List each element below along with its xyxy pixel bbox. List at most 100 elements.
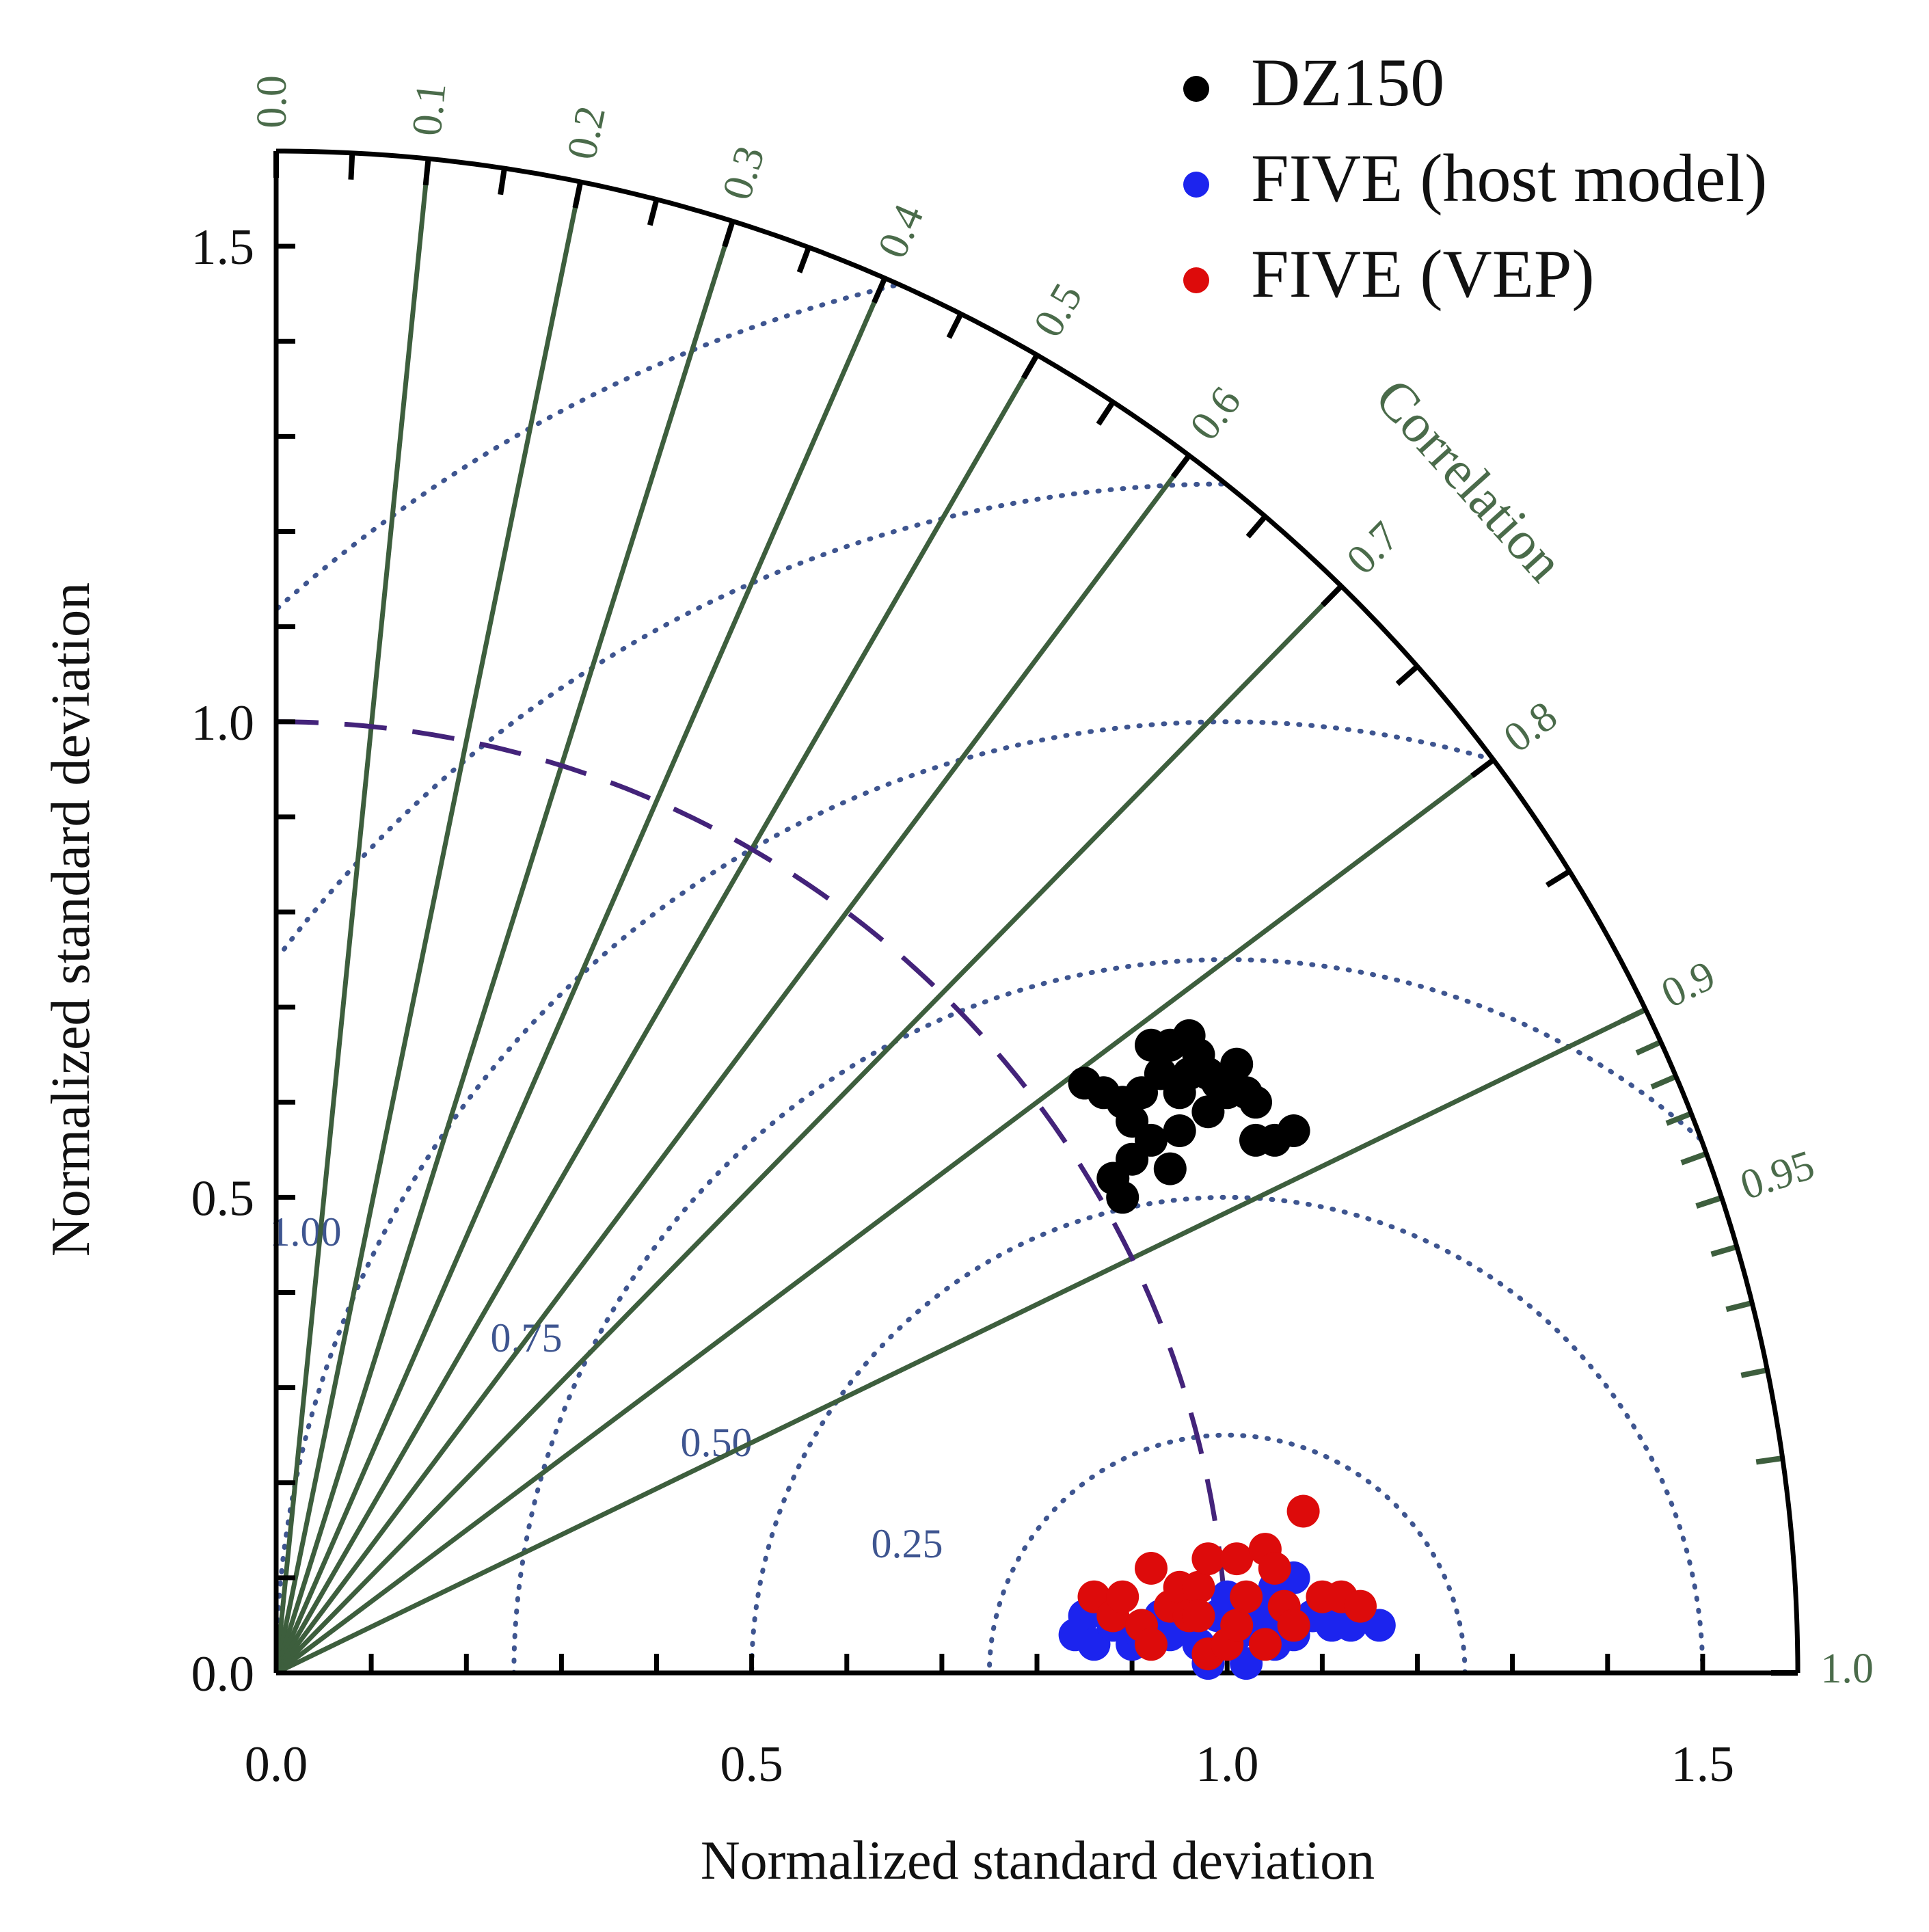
correlation-line	[273, 220, 736, 1674]
correlation-tick-label: 0.1	[403, 81, 455, 138]
data-points	[1058, 1019, 1396, 1680]
correlation-tick	[1755, 1455, 1783, 1465]
rms-contour	[986, 1432, 1468, 1676]
data-point	[1106, 1181, 1139, 1214]
axes: 0.0 0.0 0.5 0.5 1.0 1.0 1.5 1.5	[191, 148, 1800, 1793]
rms-contour	[511, 957, 1703, 1676]
correlation-tick	[722, 220, 736, 247]
data-point	[1135, 1028, 1168, 1062]
correlation-line	[273, 181, 583, 1674]
y-tick-label: 0.0	[191, 1646, 255, 1702]
correlation-tick-label: 0.3	[714, 141, 774, 205]
correlation-tick	[1395, 664, 1420, 686]
data-point	[1220, 1609, 1254, 1642]
correlation-tick	[796, 246, 811, 273]
correlation-tick	[1680, 1151, 1708, 1166]
correlation-tick-label: 0.5	[1025, 276, 1092, 345]
correlation-tick	[572, 181, 584, 209]
legend-label: FIVE (host model)	[1251, 140, 1767, 216]
correlation-tick-label: 0.7	[1338, 513, 1408, 583]
y-axis-title: Normalized standard deviation	[41, 582, 101, 1257]
reference-arc	[276, 719, 1230, 1674]
correlation-tick	[1096, 400, 1116, 426]
data-point	[1106, 1580, 1139, 1613]
correlation-tick-label: 0.0	[249, 75, 295, 129]
correlation-tick	[1695, 1195, 1723, 1209]
correlation-line	[275, 1007, 1647, 1676]
correlation-tick	[872, 277, 888, 304]
data-point	[1135, 1628, 1168, 1661]
correlation-tick	[1021, 353, 1040, 379]
legend-label: FIVE (VEP)	[1251, 236, 1595, 312]
legend: DZ150 FIVE (host model) FIVE (VEP)	[1183, 44, 1767, 312]
legend-marker	[1183, 172, 1209, 198]
correlation-tick	[1740, 1367, 1768, 1378]
axis-labels: Normalized standard deviation Normalized…	[41, 368, 1575, 1891]
correlation-tick	[1635, 1039, 1662, 1056]
data-point	[1163, 1114, 1196, 1147]
legend-marker	[1183, 267, 1209, 293]
correlation-tick	[1545, 868, 1571, 888]
correlation-tick-label: 0.95	[1735, 1142, 1820, 1209]
data-point	[1277, 1609, 1310, 1642]
correlation-tick	[1650, 1073, 1677, 1090]
correlation-tick	[946, 312, 964, 339]
legend-label: DZ150	[1251, 44, 1444, 120]
data-point	[1182, 1570, 1215, 1604]
correlation-tick	[1170, 453, 1191, 479]
correlation-tick-label: 0.8	[1496, 693, 1566, 762]
y-tick-label: 0.5	[191, 1170, 255, 1226]
x-tick-label: 0.5	[720, 1736, 783, 1793]
correlation-line	[274, 757, 1495, 1675]
data-point	[1191, 1542, 1225, 1576]
correlation-line	[273, 158, 431, 1674]
correlation-tick	[1620, 1007, 1647, 1024]
correlation-tick-label: 0.2	[558, 102, 615, 163]
correlation-lines: 0.0 0.1 0.2 0.3 0.4 0.5 0.6 0.7 0.8 0.9 0.95 1.0	[249, 75, 1874, 1692]
correlation-tick	[1665, 1111, 1692, 1126]
rms-label: 1.00	[270, 1209, 342, 1255]
data-point	[1230, 1580, 1263, 1613]
data-point	[1220, 1542, 1254, 1576]
rms-contour	[275, 481, 1225, 960]
x-tick-label: 0.0	[245, 1736, 308, 1793]
correlation-tick-label: 0.9	[1654, 952, 1722, 1017]
correlation-line	[273, 277, 887, 1674]
correlation-tick-label: 0.4	[869, 198, 932, 265]
correlation-tick	[348, 152, 355, 180]
data-point	[1258, 1552, 1291, 1585]
data-point	[1277, 1114, 1310, 1147]
data-point	[1344, 1589, 1377, 1623]
x-axis-title: Normalized standard deviation	[701, 1831, 1375, 1891]
y-tick-label: 1.0	[191, 695, 255, 751]
correlation-tick	[1245, 514, 1267, 539]
data-point	[1239, 1086, 1272, 1119]
correlation-tick	[1470, 757, 1496, 779]
correlation-tick	[422, 158, 431, 186]
data-point	[1182, 1599, 1215, 1633]
correlation-line	[274, 454, 1191, 1675]
data-point	[1172, 1057, 1206, 1090]
rms-contour	[275, 283, 897, 611]
y-tick-label: 1.5	[191, 219, 255, 276]
data-point	[1286, 1494, 1320, 1528]
correlation-line	[274, 584, 1343, 1675]
reference-std-arc	[276, 719, 1230, 1674]
correlation-tick	[1725, 1300, 1753, 1313]
correlation-line	[273, 353, 1040, 1674]
data-point	[1135, 1552, 1168, 1585]
data-point	[1248, 1628, 1282, 1661]
rms-contour	[749, 1194, 1705, 1676]
correlation-tick-label: 1.0	[1820, 1646, 1874, 1692]
correlation-tick	[647, 198, 660, 226]
correlation-title: Correlation	[1364, 368, 1575, 593]
data-point	[1220, 1047, 1254, 1081]
rms-label: 0.25	[872, 1521, 943, 1566]
correlation-tick-label: 0.6	[1181, 379, 1250, 449]
rms-contour	[273, 719, 1496, 1676]
x-tick-label: 1.5	[1671, 1736, 1735, 1793]
x-tick-label: 1.0	[1196, 1736, 1259, 1793]
data-point	[1153, 1152, 1187, 1185]
legend-marker	[1183, 76, 1209, 102]
